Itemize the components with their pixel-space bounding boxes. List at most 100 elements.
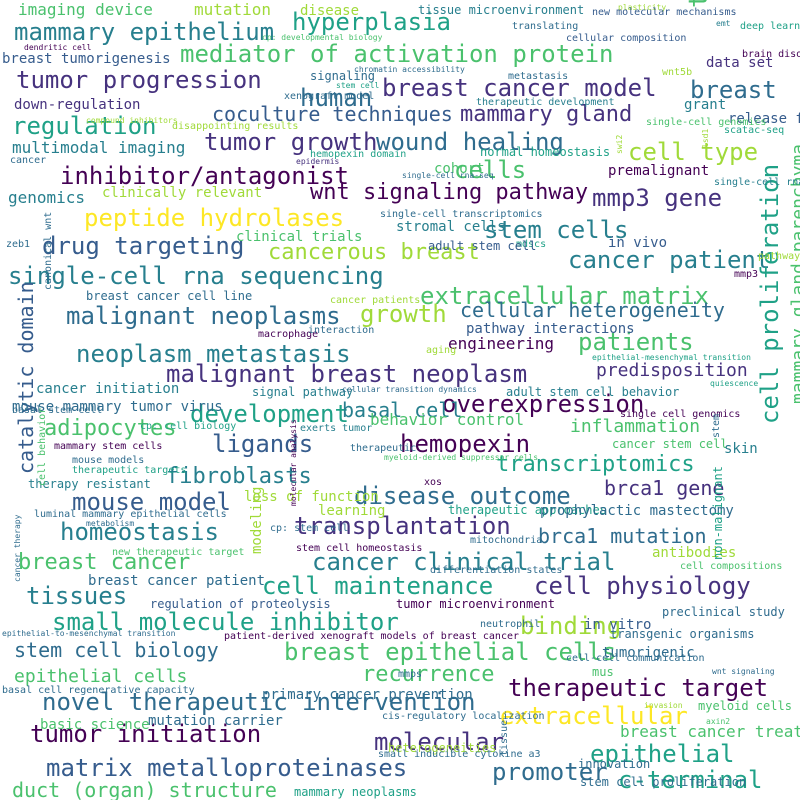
word-cloud-term: compound inhibitors	[86, 116, 178, 125]
word-cloud-term: mmp3 gene	[592, 184, 723, 212]
word-cloud-term: macrophage	[258, 329, 319, 340]
word-cloud-term: single-cell transcriptomics	[380, 209, 543, 220]
word-cloud-term: binding	[520, 612, 622, 640]
word-cloud-term: breast cancer treatment	[620, 722, 800, 741]
word-cloud-term: breast cancer cell line	[86, 289, 253, 303]
word-cloud-term: single-cell rna	[714, 177, 800, 188]
word-cloud-term: stromal cells	[396, 219, 506, 235]
word-cloud-term: clinical trials	[236, 229, 363, 245]
word-cloud-term: epithelial-to-mesenchymal transition	[2, 629, 176, 638]
word-cloud-term: mammary stem cells	[54, 441, 163, 452]
word-cloud-term: epithelial-mesenchymal transition	[592, 353, 751, 362]
word-cloud-term: transplantation	[294, 512, 511, 540]
word-cloud-term: genomics	[8, 188, 86, 207]
word-cloud-term: adult stem cell	[428, 239, 537, 253]
word-cloud-term: premalignant	[608, 163, 710, 179]
word-cloud-term: wnt signaling	[712, 667, 775, 676]
word-cloud-term: cp: developmental biology	[262, 33, 383, 42]
word-cloud-term: inhibitor/antagonist	[60, 162, 349, 190]
word-cloud-term: breast cancer patient	[88, 573, 266, 589]
word-cloud-term: molecular	[374, 728, 505, 756]
word-cloud-term: cell-cell communication	[566, 653, 705, 664]
word-cloud-term: malignant breast neoplasm	[166, 360, 528, 388]
word-cloud-term: mmps	[398, 669, 423, 680]
word-cloud-term: neoplasm metastasis	[76, 340, 351, 368]
word-cloud-term: therapeutic development	[476, 97, 615, 108]
word-cloud-term: basal cell	[342, 398, 463, 422]
word-cloud-term: transcriptomics	[496, 452, 695, 477]
word-cloud-term: cellular transition dynamics	[342, 385, 477, 394]
word-cloud-term: tumor microenvironment	[396, 597, 555, 611]
word-cloud-term: small molecule inhibitor	[52, 608, 399, 636]
word-cloud-term: mammary neoplasms	[294, 785, 417, 799]
word-cloud-term: breast tumorigenesis	[2, 51, 171, 67]
word-cloud-term: tumor growth	[204, 128, 378, 156]
word-cloud-term: development	[190, 400, 349, 428]
word-cloud-term: basic science	[40, 717, 150, 733]
word-cloud-term: basal cell regenerative capacity	[2, 685, 195, 696]
word-cloud-term: disappointing results	[172, 121, 299, 132]
word-cloud-term: skin	[724, 441, 758, 457]
word-cloud-term: stem cell biology	[14, 638, 219, 662]
word-cloud-term: down-regulation	[14, 97, 141, 113]
word-cloud-term: cellular heterogeneity	[460, 298, 725, 322]
word-cloud-term: new therapeutic target	[112, 547, 245, 558]
word-cloud-term: canonical wnt	[43, 211, 54, 290]
word-cloud-term: novel therapeutic intervention	[42, 688, 476, 716]
word-cloud-term: innovation	[578, 757, 651, 771]
word-cloud-term: cp: cell biology	[140, 421, 237, 432]
word-cloud-term: tumorigenic	[602, 645, 695, 661]
word-cloud-term: cancer	[10, 155, 47, 166]
word-cloud-term: tumor initiation	[30, 720, 262, 748]
word-cloud-term: malignant neoplasms	[66, 302, 341, 330]
word-cloud-term: stem cell	[336, 81, 380, 90]
word-cloud-term: ligands	[212, 430, 314, 458]
word-cloud-term: mouse models	[72, 455, 145, 466]
word-cloud-term: imaging device	[18, 0, 153, 19]
word-cloud-term: invasion	[644, 701, 683, 710]
word-cloud-term: epithelial cells	[14, 666, 188, 687]
word-cloud-term: homeostasis	[60, 518, 219, 546]
word-cloud-term: cell proliferation	[756, 163, 784, 424]
word-cloud-term: emt	[716, 19, 731, 28]
word-cloud-term: peptide hydrolases	[84, 204, 345, 232]
word-cloud-term: fibroblasts	[166, 464, 312, 489]
word-cloud-term: extracellular matrix	[420, 282, 709, 310]
word-cloud-term: pathway	[758, 251, 800, 262]
word-cloud-term: behavior control	[370, 410, 525, 429]
word-cloud-term: predisposition	[596, 360, 748, 381]
word-cloud-term: disease	[300, 3, 360, 19]
word-cloud-term: cohort	[434, 161, 485, 177]
word-cloud-term: release factor	[728, 111, 800, 127]
word-cloud-term: adult stem cell behavior	[506, 385, 680, 399]
word-cloud-term: in vitro	[584, 617, 652, 633]
word-cloud-term: mdscs	[516, 239, 547, 250]
word-cloud-term: cancer patients	[330, 295, 421, 306]
word-cloud-term: stem	[711, 413, 722, 438]
word-cloud-term: normal homeostasis	[480, 145, 611, 159]
word-cloud-term: basal stem cell	[12, 405, 103, 416]
word-cloud-term: in vivo	[608, 235, 668, 251]
word-cloud-term: breast cancer	[18, 550, 191, 575]
word-cloud-term: cell maintenance	[262, 572, 494, 600]
word-cloud-term: cell physiology	[534, 572, 751, 600]
word-cloud-term: regulation of proteolysis	[150, 597, 331, 611]
word-cloud-term: cancer clinical trial	[312, 548, 616, 576]
word-cloud-term: grant	[684, 97, 727, 113]
word-cloud-term: therapeutic approaches	[448, 503, 607, 517]
word-cloud-term: mutation carrier	[148, 713, 283, 729]
word-cloud-term: adipocytes	[44, 416, 177, 441]
word-cloud-term: loss of function	[244, 489, 379, 505]
word-cloud-term: deep learning	[740, 21, 800, 32]
word-cloud-term: disease outcome	[354, 482, 571, 510]
word-cloud-term: tissue microenvironment	[418, 3, 585, 17]
word-cloud-term: mus	[592, 665, 614, 679]
word-cloud-term: cp: stem cell	[270, 523, 349, 534]
word-cloud-term: extracellular	[500, 702, 688, 730]
word-cloud-term: duct (organ) structure	[12, 778, 277, 800]
word-cloud-term: therapeutic target	[508, 674, 769, 702]
word-cloud-term: dendritic cell	[24, 43, 92, 52]
word-cloud-term: wound healing	[376, 128, 564, 156]
word-cloud-term: xos	[424, 477, 443, 488]
word-cloud-term: mammary gland	[460, 102, 633, 127]
